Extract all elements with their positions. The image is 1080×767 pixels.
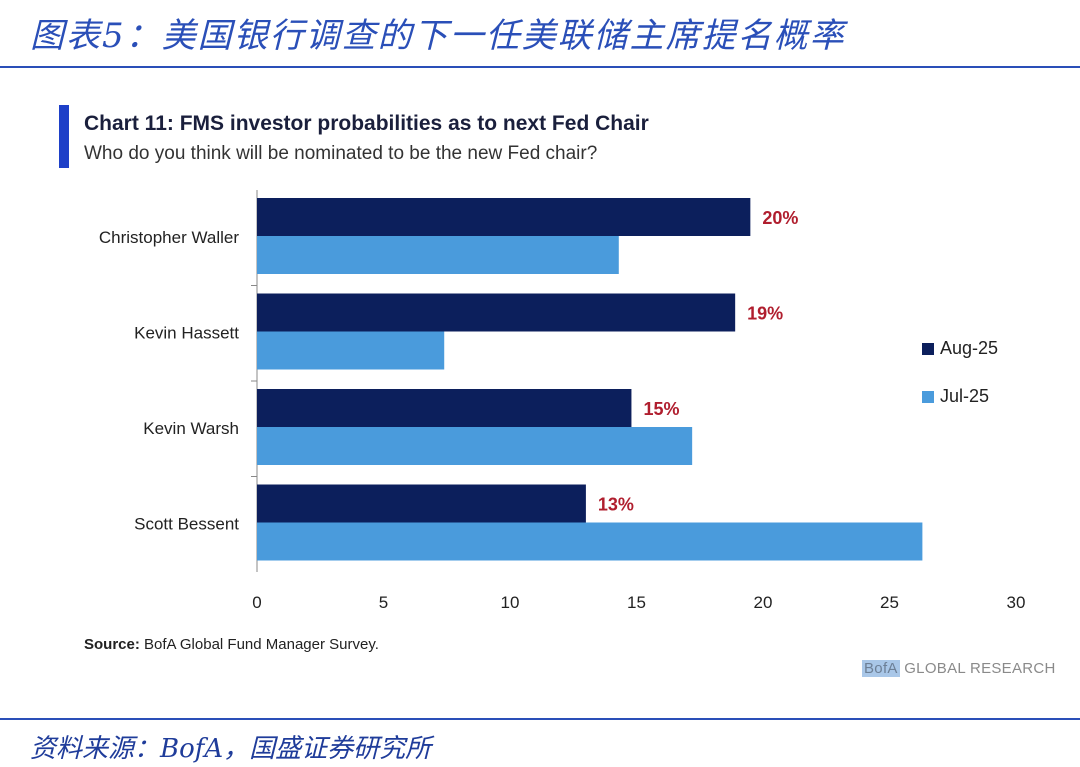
- bar-scott-bessent-jul-25: [257, 522, 923, 561]
- chart-accent-bar: [59, 105, 69, 168]
- legend-label-aug-25: Aug-25: [940, 338, 998, 358]
- x-tick-label: 20: [754, 593, 773, 612]
- x-tick-label: 10: [501, 593, 520, 612]
- bar-kevin-warsh-jul-25: [257, 427, 693, 465]
- category-label: Kevin Hassett: [134, 324, 239, 343]
- category-label: Scott Bessent: [134, 515, 239, 534]
- data-label-kevin-hassett: 19%: [747, 304, 783, 324]
- bar-christopher-waller-aug-25: [257, 198, 751, 236]
- data-label-scott-bessent: 13%: [598, 495, 634, 515]
- x-tick-label: 0: [252, 593, 261, 612]
- x-tick-label: 15: [627, 593, 646, 612]
- bar-scott-bessent-aug-25: [257, 484, 586, 523]
- x-tick-label: 25: [880, 593, 899, 612]
- legend-swatch-aug-25: [922, 343, 934, 355]
- x-tick-label: 30: [1007, 593, 1026, 612]
- figure-source-note: 资料来源：BofA，国盛证券研究所: [30, 734, 432, 764]
- legend-label-jul-25: Jul-25: [940, 386, 989, 406]
- data-label-christopher-waller: 20%: [762, 208, 798, 228]
- brand-logo: BofA GLOBAL RESEARCH: [862, 660, 1056, 677]
- category-label: Christopher Waller: [99, 228, 239, 247]
- bar-kevin-hassett-aug-25: [257, 293, 736, 332]
- brand-rest: GLOBAL RESEARCH: [904, 660, 1056, 677]
- bar-kevin-hassett-jul-25: [257, 331, 445, 370]
- bar-christopher-waller-jul-25: [257, 236, 619, 274]
- x-tick-label: 5: [379, 593, 388, 612]
- data-label-kevin-warsh: 15%: [643, 399, 679, 419]
- chart-title: Chart 11: FMS investor probabilities as …: [84, 112, 649, 135]
- source-label: Source:: [84, 636, 140, 653]
- bar-kevin-warsh-aug-25: [257, 389, 632, 427]
- figure-title: 图表5：美国银行调查的下一任美联储主席提名概率: [30, 16, 846, 56]
- bottom-divider: [0, 718, 1080, 720]
- category-label: Kevin Warsh: [143, 419, 239, 438]
- legend-swatch-jul-25: [922, 391, 934, 403]
- source-text: BofA Global Fund Manager Survey.: [144, 636, 379, 653]
- brand-highlight: BofA: [862, 660, 900, 677]
- chart-source: Source: BofA Global Fund Manager Survey.: [84, 636, 379, 653]
- chart-subtitle: Who do you think will be nominated to be…: [84, 143, 598, 164]
- top-divider: [0, 66, 1080, 68]
